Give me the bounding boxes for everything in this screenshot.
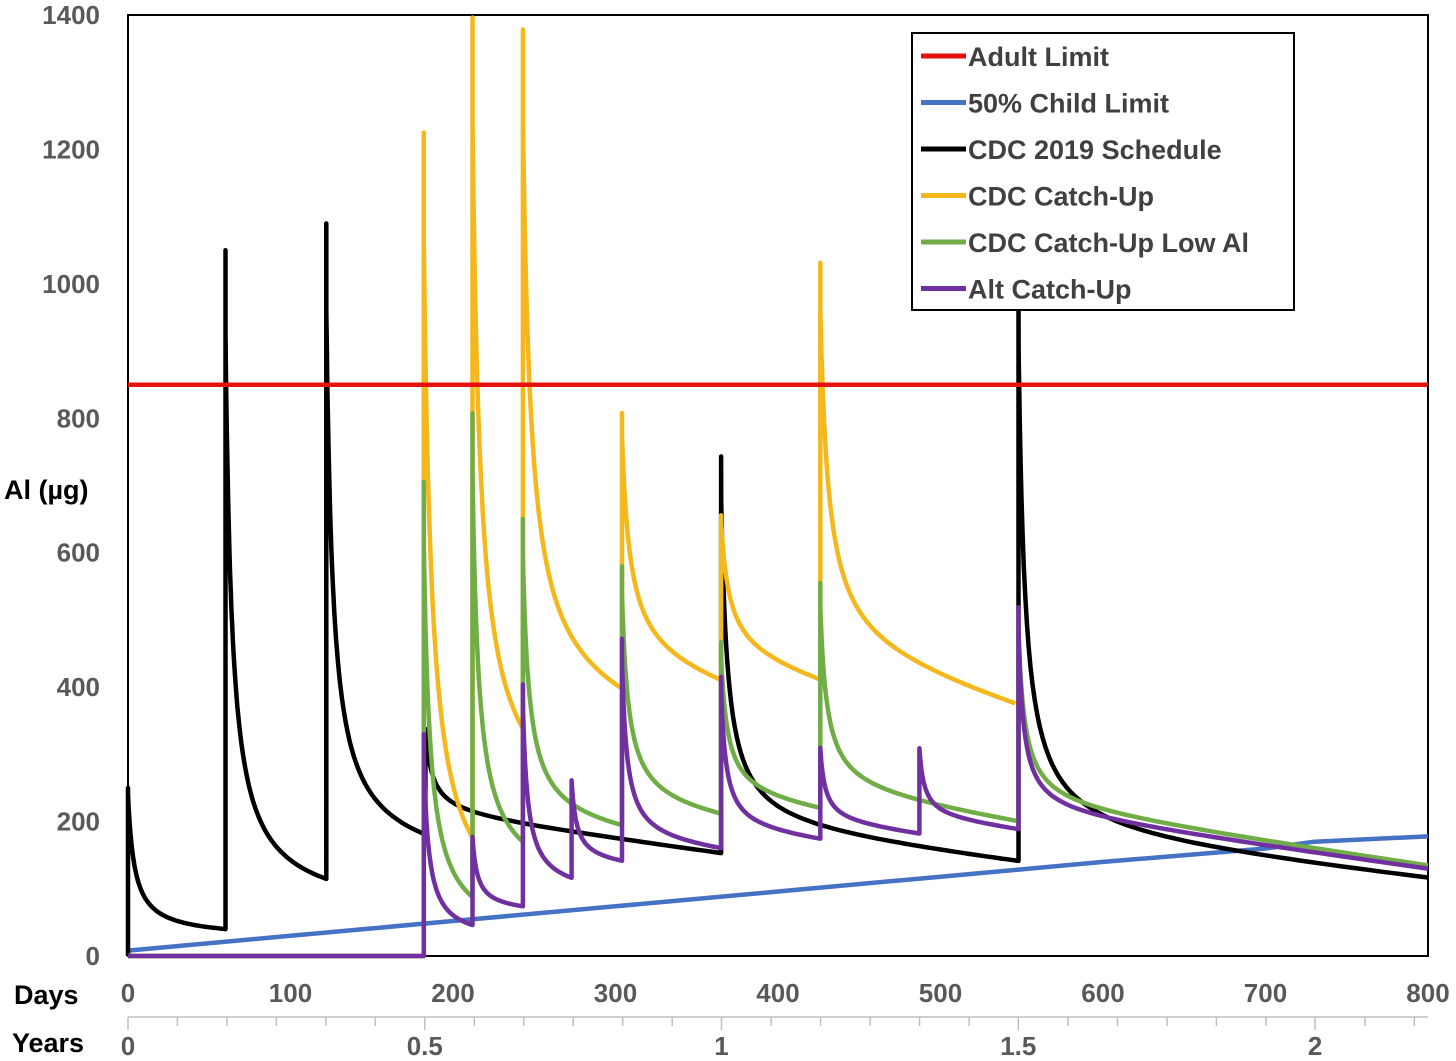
y-tick-label: 1400	[42, 0, 100, 30]
series-line-cdc-catch-up-low-al	[128, 410, 1429, 959]
legend-label-cdc-catch-up-low-al: CDC Catch-Up Low Al	[968, 228, 1249, 258]
x-days-tick-label: 500	[919, 978, 962, 1008]
x-years-tick-label: 0	[121, 1031, 135, 1061]
y-tick-label: 200	[57, 807, 100, 837]
axis-layer: 0 200 400 600 800 1000 1200 1400 0 100 200 300 400 50…	[42, 0, 1450, 1061]
legend: Adult Limit 50% Child Limit CDC 2019 Sched…	[911, 32, 1295, 311]
x-days-tick-label: 400	[756, 978, 799, 1008]
y-tick-label: 1000	[42, 269, 100, 299]
y-tick-label: 0	[86, 941, 100, 971]
x-days-tick-label: 700	[1244, 978, 1287, 1008]
legend-box	[911, 32, 1295, 311]
legend-label-50-child-limit: 50% Child Limit	[968, 89, 1169, 119]
x-days-axis-label: Days	[14, 980, 79, 1010]
x-days-tick-label: 800	[1406, 978, 1449, 1008]
y-tick-label: 800	[57, 403, 100, 433]
series-layer	[125, 15, 1429, 959]
x-years-axis-label: Years	[12, 1028, 84, 1058]
x-days-tick-label: 200	[431, 978, 474, 1008]
x-years-tick-label: 1.5	[1000, 1031, 1036, 1061]
legend-label-cdc-catch-up: CDC Catch-Up	[968, 182, 1154, 212]
x-days-tick-label: 300	[594, 978, 637, 1008]
y-tick-label: 1200	[42, 134, 100, 164]
legend-label-adult-limit: Adult Limit	[968, 42, 1109, 72]
y-axis-label: Al (µg)	[4, 475, 89, 505]
x-days-tick-label: 0	[121, 978, 135, 1008]
legend-label-cdc-2019-schedule: CDC 2019 Schedule	[968, 135, 1222, 165]
x-years-tick-label: 2	[1308, 1031, 1322, 1061]
x-days-tick-label: 100	[269, 978, 312, 1008]
legend-label-alt-catch-up: Alt Catch-Up	[968, 275, 1132, 305]
x-years-tick-label: 1	[714, 1031, 728, 1061]
series-line-alt-catch-up	[128, 605, 1429, 959]
y-tick-label: 600	[57, 538, 100, 568]
x-years-tick-label: 0.5	[407, 1031, 443, 1061]
x-days-tick-label: 600	[1081, 978, 1124, 1008]
y-tick-label: 400	[57, 672, 100, 702]
